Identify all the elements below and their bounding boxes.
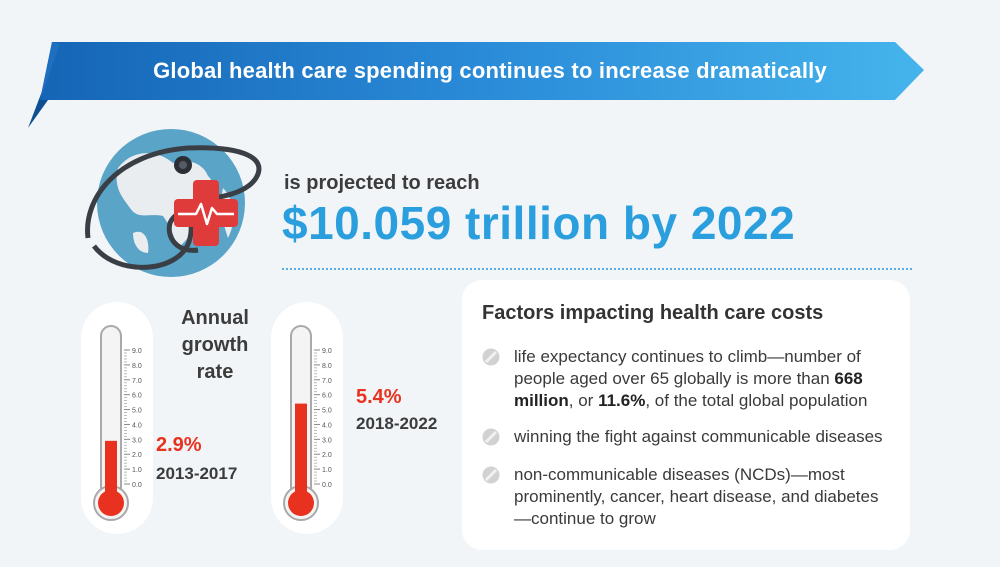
thermometer-2018-2022: 9.0 8.0 7.0 6.0 5.0 4.0 3.0 2.0 1.0 0.0 (271, 302, 343, 534)
scale-label: 7.0 (322, 378, 332, 385)
bullet-icon (482, 348, 500, 366)
scale-label: 3.0 (132, 437, 142, 444)
scale-label: 8.0 (322, 363, 332, 370)
growth-rate-value: 2.9% (156, 434, 202, 456)
header-banner (28, 42, 924, 128)
scale-label: 6.0 (322, 393, 332, 400)
thermometer-fill (105, 440, 117, 506)
thermometer-2013-2017: 9.0 8.0 7.0 6.0 5.0 4.0 3.0 2.0 1.0 0.0 (81, 302, 153, 534)
factor-text: non-communicable diseases (NCDs)—most pr… (514, 465, 879, 528)
scale-label: 7.0 (132, 378, 142, 385)
thermometer-fill (295, 403, 307, 506)
scale-label: 0.0 (132, 482, 142, 489)
factor-text: winning the fight against communicable d… (514, 427, 883, 446)
bullet-icon (482, 466, 500, 484)
factors-title: Factors impacting health care costs (482, 302, 824, 324)
scale-label: 1.0 (132, 467, 142, 474)
factors-card: Factors impacting health care costs life… (462, 280, 910, 550)
globe-stethoscope-icon (85, 129, 262, 277)
scale-label: 0.0 (322, 482, 332, 489)
banner-title: Global health care spending continues to… (153, 58, 827, 83)
scale-label: 8.0 (132, 363, 142, 370)
factor-text: life expectancy continues to climb—numbe… (514, 347, 868, 410)
scale-label: 1.0 (322, 467, 332, 474)
scale-label: 4.0 (322, 422, 332, 429)
dotted-divider (282, 268, 912, 270)
thermometer-bulb (288, 490, 314, 516)
scale-label: 2.0 (132, 452, 142, 459)
scale-label: 9.0 (322, 348, 332, 355)
bullet-icon (482, 428, 500, 446)
scale-label: 5.0 (132, 408, 142, 415)
growth-title: Annual growth rate (181, 307, 249, 383)
projection-value: $10.059 trillion by 2022 (282, 197, 796, 249)
medical-cross-icon (174, 180, 238, 246)
projection-prefix: is projected to reach (284, 172, 480, 194)
scale-label: 9.0 (132, 348, 142, 355)
growth-period: 2018-2022 (356, 414, 438, 433)
scale-label: 5.0 (322, 408, 332, 415)
scale-label: 4.0 (132, 422, 142, 429)
thermometer-bulb (98, 490, 124, 516)
growth-rate-value: 5.4% (356, 386, 402, 408)
growth-period: 2013-2017 (156, 464, 238, 483)
scale-label: 6.0 (132, 393, 142, 400)
scale-label: 3.0 (322, 437, 332, 444)
scale-label: 2.0 (322, 452, 332, 459)
